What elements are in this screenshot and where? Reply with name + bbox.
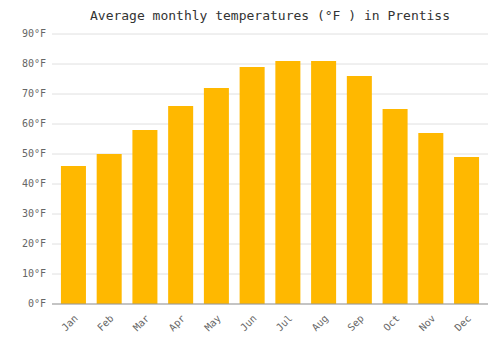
y-tick-label: 40°F — [22, 178, 46, 189]
y-tick-label: 80°F — [22, 58, 46, 69]
y-tick-label: 20°F — [22, 238, 46, 249]
x-tick-label: May — [202, 313, 223, 334]
x-tick-label: Feb — [95, 313, 116, 334]
grid-line — [52, 304, 488, 305]
x-tick-label: Jun — [238, 313, 259, 334]
grid-line — [52, 64, 488, 65]
x-tick-label: Apr — [167, 313, 188, 334]
bar — [383, 109, 408, 304]
x-tick-label: Mar — [131, 313, 152, 334]
grid-line — [52, 124, 488, 125]
grid-line — [52, 34, 488, 35]
y-grid — [52, 34, 488, 304]
x-tick-label: Oct — [381, 313, 402, 334]
bar — [132, 130, 157, 304]
y-tick-label: 10°F — [22, 268, 46, 279]
y-tick-label: 0°F — [28, 298, 46, 309]
y-tick-label: 50°F — [22, 148, 46, 159]
x-axis-line — [52, 304, 488, 305]
bar — [347, 76, 372, 304]
bar — [275, 61, 300, 304]
x-tick-label: Jan — [59, 313, 80, 334]
bar — [168, 106, 193, 304]
bar — [454, 157, 479, 304]
y-tick-label: 70°F — [22, 88, 46, 99]
chart-container: Average monthly temperatures (°F ) in Pr… — [0, 0, 500, 350]
x-tick-label: Jul — [274, 313, 295, 334]
bar — [61, 166, 86, 304]
x-tick-label: Aug — [310, 313, 331, 334]
x-tick-label: Nov — [417, 313, 438, 334]
y-tick-label: 90°F — [22, 28, 46, 39]
y-tick-label: 30°F — [22, 208, 46, 219]
x-tick-label: Dec — [453, 313, 474, 334]
grid-line — [52, 94, 488, 95]
x-tick-label: Sep — [345, 313, 366, 334]
bars — [61, 61, 479, 304]
bar — [97, 154, 122, 304]
chart-svg: Average monthly temperatures (°F ) in Pr… — [0, 0, 500, 350]
bar — [204, 88, 229, 304]
bar — [418, 133, 443, 304]
bar — [240, 67, 265, 304]
bar — [311, 61, 336, 304]
y-tick-label: 60°F — [22, 118, 46, 129]
chart-title: Average monthly temperatures (°F ) in Pr… — [90, 8, 450, 23]
